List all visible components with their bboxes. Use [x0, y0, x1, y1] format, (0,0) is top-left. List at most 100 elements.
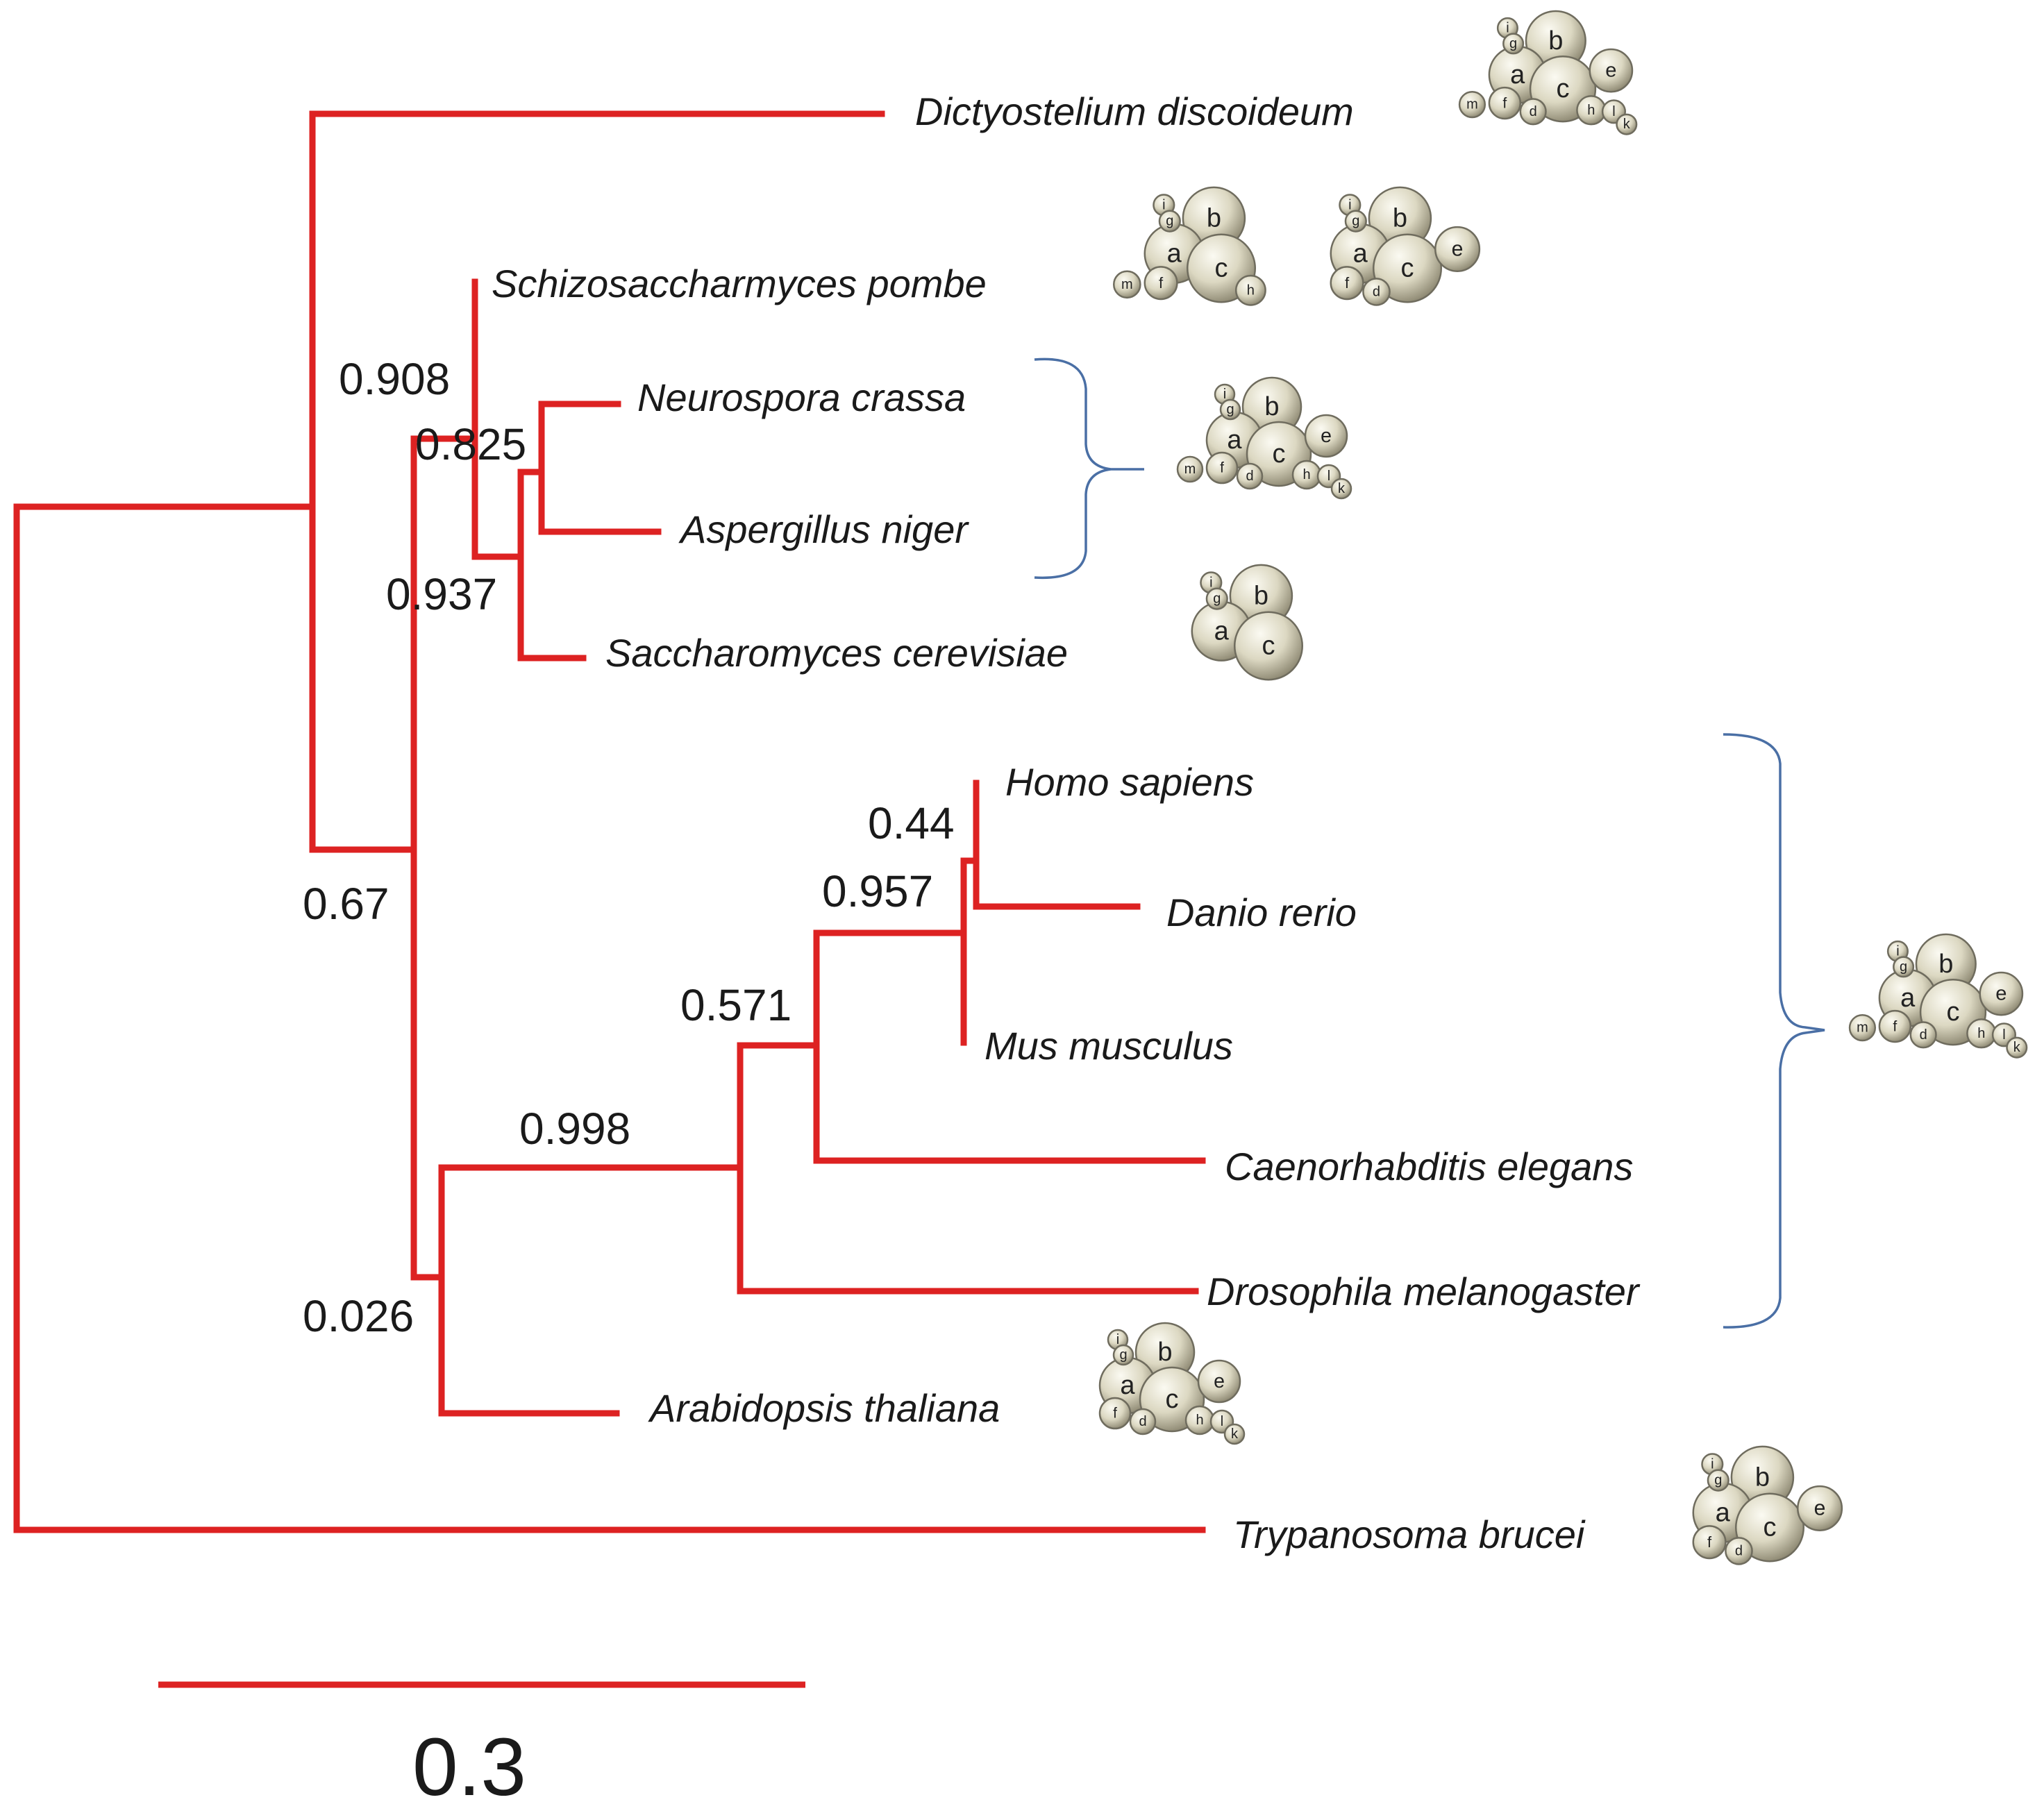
tree-branch [438, 1164, 620, 1417]
tree-branch [517, 469, 587, 662]
subunit-bubble-c [1372, 233, 1443, 303]
subunit-letter-g: g [1213, 591, 1221, 607]
subunit-letter-g: g [1352, 214, 1359, 229]
subunit-letter-b: b [1548, 26, 1563, 56]
taxon-label-saccharomyces: Saccharomyces cerevisiae [605, 631, 1068, 675]
subunit-letter-h: h [1977, 1026, 1985, 1041]
subunit-letter-b: b [1207, 203, 1221, 233]
subunit-letter-l: l [1221, 1414, 1223, 1429]
subunit-letter-e: e [1605, 60, 1616, 82]
subunit-bubble-d [1362, 278, 1391, 306]
taxon-label-pombe: Schizosaccharmyces pombe [492, 262, 987, 305]
taxon-label-neurospora: Neurospora crassa [637, 376, 966, 419]
subunit-letter-i: i [1209, 575, 1212, 590]
subunit-bubble-f [1144, 266, 1178, 301]
subunit-letter-e: e [1214, 1370, 1225, 1392]
subunit-letter-k: k [1338, 481, 1346, 496]
subunit-bubble-e [1197, 1359, 1241, 1404]
subunit-letter-m: m [1857, 1020, 1868, 1036]
subunit-letter-a: a [1353, 239, 1368, 268]
complex-diagram-trypanosoma: ba c e ig f d [1692, 1445, 1843, 1565]
support-value: 0.957 [822, 866, 933, 916]
subunit-letter-f: f [1113, 1406, 1117, 1422]
subunit-letter-d: d [1373, 284, 1380, 299]
subunit-bubble-k [1330, 478, 1352, 500]
taxon-label-homo: Homo sapiens [1005, 760, 1254, 804]
subunit-letter-h: h [1302, 467, 1310, 482]
subunit-letter-c: c [1764, 1513, 1777, 1542]
subunit-letter-a: a [1214, 616, 1230, 646]
subunit-letter-m: m [1184, 462, 1196, 477]
subunit-letter-f: f [1345, 274, 1350, 292]
subunit-letter-g: g [1900, 959, 1907, 975]
subunit-letter-g: g [1119, 1347, 1127, 1363]
complex-diagram-neurospora-aspergillus: ba c e ig m f d h lk [1176, 376, 1352, 500]
bracket-neurospora-aspergillus [1034, 357, 1144, 580]
subunit-bubble-k [2006, 1036, 2028, 1059]
subunit-bubble-f [1330, 266, 1364, 301]
subunit-bubble-e [1979, 971, 2024, 1016]
subunit-letter-d: d [1139, 1414, 1146, 1429]
subunit-letter-h: h [1196, 1413, 1203, 1428]
subunit-letter-l: l [1327, 469, 1330, 484]
complex-diagram-animals: ba c e ig m f d h lk [1848, 933, 2028, 1059]
bracket-animals [1723, 733, 1825, 1329]
subunit-letter-h: h [1587, 103, 1595, 118]
subunit-letter-d: d [1920, 1027, 1927, 1043]
subunit-letter-i: i [1162, 197, 1165, 212]
subunit-letter-b: b [1393, 203, 1407, 233]
subunit-bubble-f [1488, 86, 1522, 120]
subunit-letter-a: a [1227, 426, 1242, 455]
support-value: 0.67 [303, 879, 389, 929]
subunit-bubble-f [1098, 1397, 1132, 1430]
taxon-label-mus: Mus musculus [985, 1024, 1233, 1068]
subunit-bubble-e [1434, 226, 1481, 272]
subunit-letter-b: b [1938, 950, 1953, 979]
complex-diagram-pombe: ba c ig m f h [1112, 186, 1266, 306]
subunit-letter-e: e [1321, 425, 1332, 447]
subunit-letter-b: b [1157, 1338, 1172, 1367]
support-value: 0.571 [680, 980, 791, 1030]
subunit-letter-c: c [1166, 1385, 1179, 1414]
subunit-letter-b: b [1755, 1463, 1770, 1492]
subunit-letter-d: d [1735, 1543, 1743, 1558]
subunit-bubble-d [1909, 1021, 1937, 1049]
subunit-letter-c: c [1273, 439, 1286, 469]
subunit-bubble-g [1219, 398, 1241, 421]
subunit-letter-k: k [2013, 1040, 2021, 1055]
subunit-bubble-h [1234, 274, 1266, 306]
subunit-bubble-g [1112, 1344, 1134, 1366]
complex-diagram-arabidopsis: ba c e ig f d h lk [1098, 1322, 1246, 1445]
subunit-bubble-g [1344, 210, 1367, 233]
subunit-bubble-f [1878, 1009, 1912, 1043]
subunit-letter-h: h [1247, 283, 1255, 298]
subunit-letter-m: m [1466, 97, 1478, 112]
subunit-letter-d: d [1246, 469, 1253, 484]
subunit-letter-a: a [1167, 239, 1182, 268]
tree-branch [973, 780, 1141, 910]
subunit-letter-g: g [1226, 402, 1234, 417]
subunit-bubble-m [1176, 455, 1204, 483]
tree-branch [737, 1042, 1199, 1295]
subunit-letter-c: c [1947, 997, 1960, 1027]
scale-bar-label: 0.3 [412, 1721, 526, 1802]
subunit-bubble-c [1734, 1492, 1805, 1563]
subunit-letter-g: g [1166, 214, 1173, 229]
support-value: 0.026 [303, 1291, 414, 1341]
subunit-bubble-c [1233, 611, 1304, 681]
taxon-label-aspergillus: Aspergillus niger [678, 507, 969, 551]
subunit-letter-a: a [1510, 60, 1525, 90]
subunit-letter-g: g [1714, 1473, 1722, 1488]
subunit-bubble-k [1616, 113, 1638, 135]
subunit-bubble-m [1112, 270, 1141, 299]
subunit-bubble-f [1205, 451, 1239, 485]
subunit-bubble-d [1725, 1537, 1753, 1565]
subunit-bubble-m [1848, 1013, 1877, 1042]
subunit-bubble-g [1893, 956, 1915, 978]
subunit-letter-l: l [1612, 104, 1615, 119]
subunit-letter-i: i [1348, 197, 1351, 212]
subunit-letter-i: i [1896, 943, 1899, 959]
subunit-letter-a: a [1716, 1498, 1731, 1527]
